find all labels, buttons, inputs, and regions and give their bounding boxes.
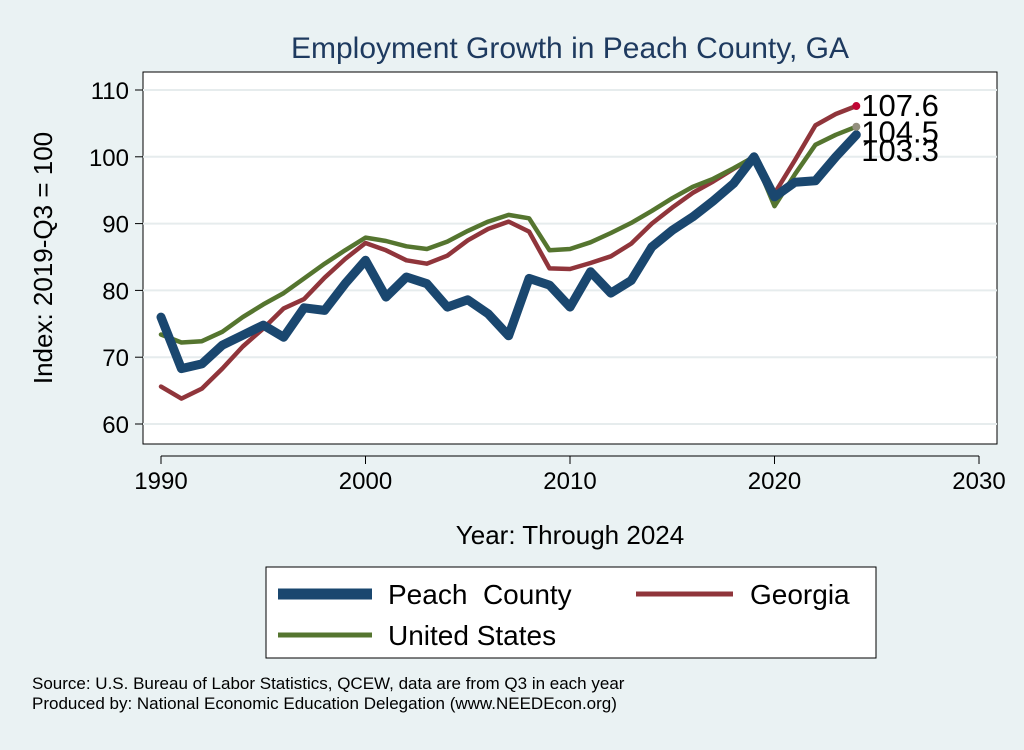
x-tick-label-2010: 2010	[543, 468, 596, 495]
y-axis-label: Index: 2019-Q3 = 100	[28, 132, 58, 384]
produced-by-note: Produced by: National Economic Education…	[32, 694, 617, 713]
end-label-united-states: 104.5	[861, 115, 939, 150]
end-marker-peach-county	[852, 130, 861, 139]
x-tick-label-2030: 2030	[952, 468, 1005, 495]
series-line-peach-county	[156, 130, 861, 374]
gridlines	[143, 89, 997, 425]
end-marker-georgia	[852, 102, 861, 111]
end-label-peach-county: 103.3	[861, 133, 939, 168]
source-note: Source: U.S. Bureau of Labor Statistics,…	[32, 674, 625, 693]
y-tick-label-110: 110	[91, 78, 129, 105]
x-tick-label-1990: 1990	[134, 468, 187, 495]
legend-label-georgia: Georgia	[750, 579, 850, 610]
y-tick-label-80: 80	[102, 278, 129, 305]
x-tick-label-2000: 2000	[339, 468, 392, 495]
end-marker-united-states	[852, 122, 861, 131]
end-label-georgia: 107.6	[861, 88, 939, 123]
legend-label-united-states: United States	[388, 620, 556, 651]
y-tick-label-100: 100	[89, 145, 129, 172]
legend-label-peach-county: Peach County	[388, 579, 572, 610]
series-line-united-states	[158, 124, 859, 345]
y-tick-label-60: 60	[102, 412, 129, 439]
y-tick-label-90: 90	[102, 212, 129, 239]
series-lines	[156, 103, 861, 401]
y-tick-label-70: 70	[102, 345, 129, 372]
legend-box	[265, 566, 877, 659]
legend: Peach County Georgia United States	[265, 566, 877, 659]
x-axis-label: Year: Through 2024	[456, 520, 684, 550]
axes: 60 70 80 90 100 110 1990 2000 2010 2020 2030	[89, 78, 1006, 495]
x-tick-label-2020: 2020	[748, 468, 801, 495]
chart-title: Employment Growth in Peach County, GA	[291, 32, 849, 65]
